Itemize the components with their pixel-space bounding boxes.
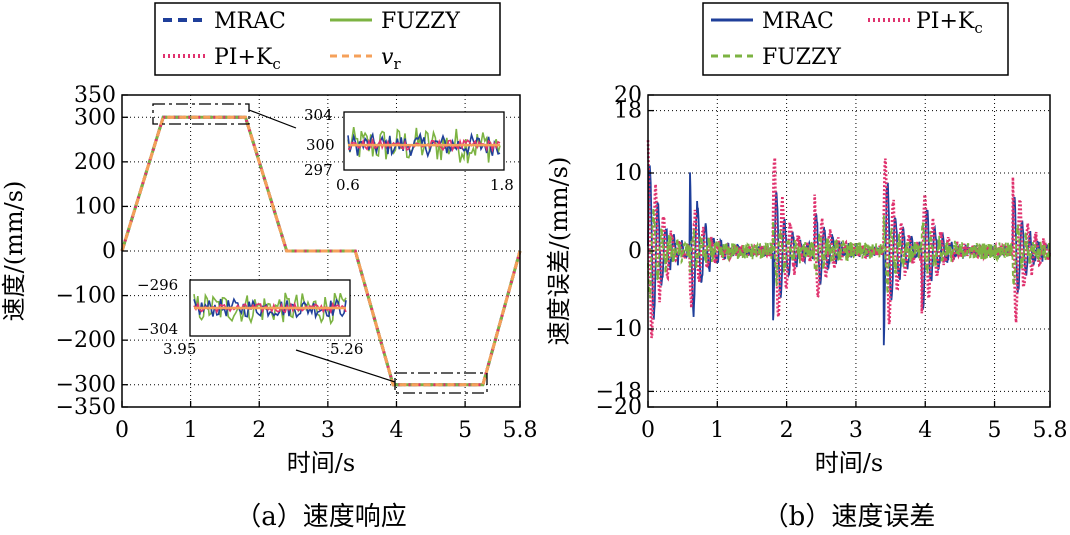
legend-sub-pikc: c: [272, 55, 280, 73]
legend-label-vr: v: [381, 45, 394, 70]
inset-bottom-xtick-end: 5.26: [330, 340, 363, 358]
b-xtick-label: 5: [988, 418, 1002, 443]
a-ytick-label: 300: [74, 105, 116, 130]
legend-b: MRAC PI+Kc FUZZY: [702, 2, 1009, 76]
b-ytick-label: −18: [596, 379, 642, 404]
legend-label-fuzzy: FUZZY: [381, 9, 460, 34]
inset-line-mrac: [347, 131, 501, 159]
a-ytick-label: −200: [56, 328, 116, 353]
svg-text:PI+Kc: PI+Kc: [916, 9, 983, 37]
legend-label-pikc: PI+K: [214, 45, 273, 70]
legend-b-label-mrac: MRAC: [762, 9, 834, 34]
a-xtick-label: 0: [115, 418, 129, 443]
b-xtick-label: 5.8: [1033, 418, 1068, 443]
inset-bottom-zoom: −296 −304 3.95 5.26: [137, 276, 363, 358]
a-ytick-label: 100: [74, 194, 116, 219]
svg-text:PI+Kc: PI+Kc: [214, 45, 281, 73]
inset-bottom-ytick-296: −296: [137, 276, 178, 294]
a-ytick-label: 200: [74, 150, 116, 175]
a-xtick-label: 5: [458, 418, 472, 443]
panel-a-speed-response: MRAC FUZZY PI+Kc vr 0 1 2 3 4 5 5.835030020010…: [0, 2, 538, 532]
ylabel-a: 速度/(mm/s): [0, 181, 28, 322]
legend-b-label-pikc: PI+K: [916, 9, 975, 34]
zoom-marker-top: [152, 103, 250, 125]
inset-top-ytick-304: 304: [304, 106, 333, 124]
inset-top-zoom: 304 300 297 0.6 1.8: [304, 106, 514, 194]
b-xtick-label: 3: [849, 418, 863, 443]
inset-top-lines: [347, 126, 501, 164]
inset-top-ytick-300: 300: [306, 136, 335, 154]
b-ytick-label: 18: [614, 99, 642, 124]
legend-sub-vr: r: [393, 55, 401, 73]
b-ytick-label: 20: [614, 83, 642, 108]
b-ytick-label: 10: [614, 161, 642, 186]
a-ytick-label: −100: [56, 284, 116, 309]
legend-a: MRAC FUZZY PI+Kc vr: [154, 2, 501, 76]
inset-top-xtick-start: 0.6: [336, 176, 360, 194]
zoom-connector-bottom: [295, 349, 396, 383]
b-xtick-label: 0: [641, 418, 655, 443]
a-ytick-label: 350: [74, 83, 116, 108]
inset-top-xtick-end: 1.8: [490, 176, 514, 194]
lines-a: [120, 115, 522, 387]
a-ytick-label: −300: [56, 373, 116, 398]
a-xtick-label: 4: [389, 418, 403, 443]
b-ytick-label: 0: [628, 239, 642, 264]
inset-top-ytick-297: 297: [304, 161, 333, 179]
a-xtick-label: 2: [252, 418, 266, 443]
caption-b: （b）速度误差: [763, 502, 936, 532]
error-line-fuzzy: [647, 208, 1051, 299]
zoom-connector-top: [248, 109, 297, 129]
b-ytick-label: −10: [596, 317, 642, 342]
a-xtick-label: 3: [321, 418, 335, 443]
legend-label-mrac: MRAC: [214, 9, 286, 34]
inset-bottom-xtick-start: 3.95: [163, 340, 196, 358]
b-ytick-label: −20: [596, 395, 642, 420]
b-xtick-label: 1: [710, 418, 724, 443]
legend-b-label-fuzzy: FUZZY: [762, 45, 841, 70]
b-xtick-label: 4: [918, 418, 932, 443]
inset-bottom-lines: [193, 292, 347, 326]
caption-a: （a）速度响应: [235, 502, 407, 532]
zoom-marker-bottom: [394, 372, 488, 394]
a-xtick-label: 1: [184, 418, 198, 443]
svg-text:vr: vr: [381, 45, 401, 73]
inset-line-fuzzy: [347, 126, 501, 164]
legend-b-sub-pikc: c: [974, 19, 982, 37]
series-line-vr: [120, 115, 522, 387]
xlabel-b: 时间/s: [815, 449, 883, 477]
ylabel-b: 速度误差/(mm/s): [545, 157, 573, 346]
a-ytick-label: −350: [56, 395, 116, 420]
inset-bottom-ytick-304: −304: [137, 320, 178, 338]
a-ytick-label: 0: [102, 239, 116, 264]
lines-b: [646, 140, 1052, 346]
a-xtick-label: 5.8: [503, 418, 538, 443]
b-xtick-label: 2: [780, 418, 794, 443]
xlabel-a: 时间/s: [287, 449, 355, 477]
